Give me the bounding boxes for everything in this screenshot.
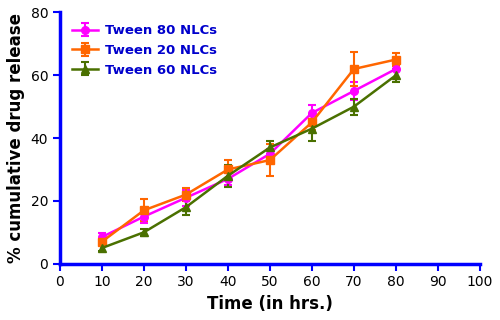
Y-axis label: % cumulative drug release: % cumulative drug release bbox=[7, 13, 25, 263]
Legend: Tween 80 NLCs, Tween 20 NLCs, Tween 60 NLCs: Tween 80 NLCs, Tween 20 NLCs, Tween 60 N… bbox=[66, 19, 222, 82]
X-axis label: Time (in hrs.): Time (in hrs.) bbox=[207, 295, 333, 313]
